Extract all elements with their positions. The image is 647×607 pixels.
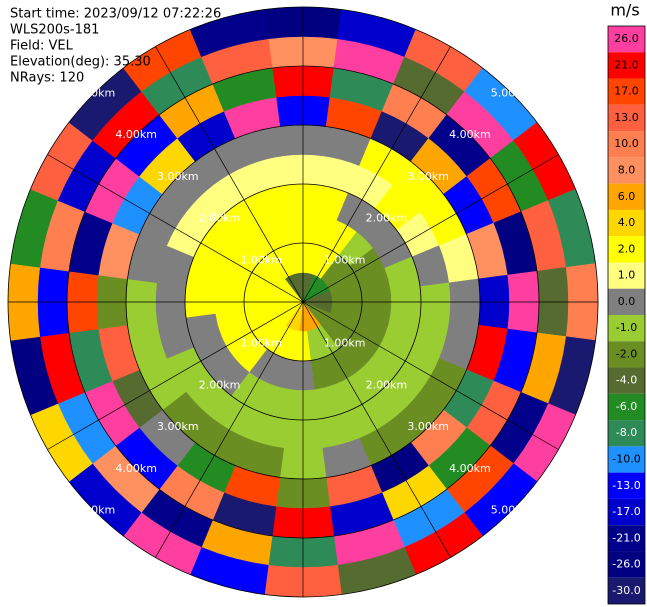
colorbar-cell (608, 498, 645, 526)
colorbar-label: 10.0 (614, 137, 639, 150)
range-ring (66, 65, 540, 539)
colorbar-cell (608, 446, 645, 473)
colorbar-label: 26.0 (614, 32, 639, 45)
info-line: NRays: 120 (10, 71, 84, 86)
colorbar-label: 2.0 (618, 242, 636, 255)
colorbar-cell (608, 315, 645, 342)
colorbar-label: 17.0 (614, 85, 639, 98)
range-ring (7, 6, 599, 598)
colorbar-label: 0.0 (618, 295, 636, 308)
range-ring (125, 124, 481, 480)
ring-label: 2.00km (366, 212, 408, 225)
colorbar-cell (608, 525, 645, 552)
colorbar-label: -10.0 (612, 453, 640, 466)
info-line: Field: VEL (10, 39, 74, 54)
colorbar-label: -1.0 (616, 321, 637, 334)
ring-label: 2.00km (199, 212, 241, 225)
ring-label: 1.00km (324, 337, 366, 350)
colorbar-label: -30.0 (612, 584, 640, 597)
ring-label: 5.00km (491, 504, 533, 517)
ring-label: 4.00km (115, 462, 157, 475)
ring-label: 1.00km (240, 337, 282, 350)
colorbar-label: -2.0 (616, 347, 637, 360)
colorbar-cell (608, 393, 645, 421)
colorbar-cell (608, 157, 645, 184)
colorbar-cell (608, 52, 645, 79)
colorbar-label: 13.0 (614, 111, 639, 124)
colorbar-cell (608, 262, 645, 289)
colorbar-label: -13.0 (612, 479, 640, 492)
spoke (47, 154, 304, 303)
colorbar-cell (608, 341, 645, 368)
colorbar-label: 8.0 (618, 164, 636, 177)
ring-label: 1.00km (240, 253, 282, 266)
spoke (302, 46, 451, 303)
ring-label: 5.00km (74, 504, 116, 517)
spoke (302, 301, 451, 558)
ring-label: 3.00km (407, 420, 449, 433)
spoke (302, 154, 559, 303)
ring-label: 3.00km (407, 170, 449, 183)
ring-label: 1.00km (324, 253, 366, 266)
colorbar-cell (608, 26, 645, 53)
colorbar-cell (608, 78, 645, 105)
spoke (302, 301, 559, 450)
range-ring (243, 242, 363, 362)
colorbar-cell (608, 472, 645, 499)
ring-label: 4.00km (449, 128, 491, 141)
colorbar-label: -4.0 (616, 374, 637, 387)
ring-label: 3.00km (157, 420, 199, 433)
colorbar-cell (608, 183, 645, 210)
ring-label: 2.00km (199, 378, 241, 391)
colorbar-cell (608, 131, 645, 158)
colorbar-cell (608, 288, 645, 315)
colorbar-label: 21.0 (614, 58, 639, 71)
ring-label: 4.00km (115, 128, 157, 141)
ppi-gates (7, 6, 599, 598)
ring-label: 3.00km (157, 170, 199, 183)
colorbar-label: -26.0 (612, 558, 640, 571)
ring-label: 4.00km (449, 462, 491, 475)
colorbar-cell (608, 367, 645, 394)
spoke (155, 301, 304, 558)
colorbar-label: -6.0 (616, 400, 637, 413)
info-line: WLS200s-181 (10, 23, 99, 38)
colorbar-cell (608, 209, 645, 237)
colorbar-label: -21.0 (612, 531, 640, 544)
colorbar-cell (608, 577, 645, 604)
colorbar-cell (608, 551, 645, 578)
colorbar-cell (608, 236, 645, 263)
colorbar-label: 1.0 (618, 269, 636, 282)
range-ring (184, 183, 422, 421)
colorbar-cell (608, 420, 645, 447)
colorbar-label: -17.0 (612, 505, 640, 518)
ring-label: 5.00km (74, 86, 116, 99)
colorbar-label: 4.0 (618, 216, 636, 229)
ring-label: 5.00km (491, 86, 533, 99)
info-line: Start time: 2023/09/12 07:22:26 (10, 7, 221, 22)
spoke (47, 301, 304, 450)
colorbar-frame (607, 25, 646, 605)
colorbar-label: 6.0 (618, 190, 636, 203)
ring-label: 2.00km (366, 378, 408, 391)
info-line: Elevation(deg): 35.30 (10, 55, 151, 70)
colorbar-label: -8.0 (616, 426, 637, 439)
spoke (155, 46, 304, 303)
colorbar-cell (608, 104, 645, 132)
colorbar-title: m/s (610, 1, 639, 20)
